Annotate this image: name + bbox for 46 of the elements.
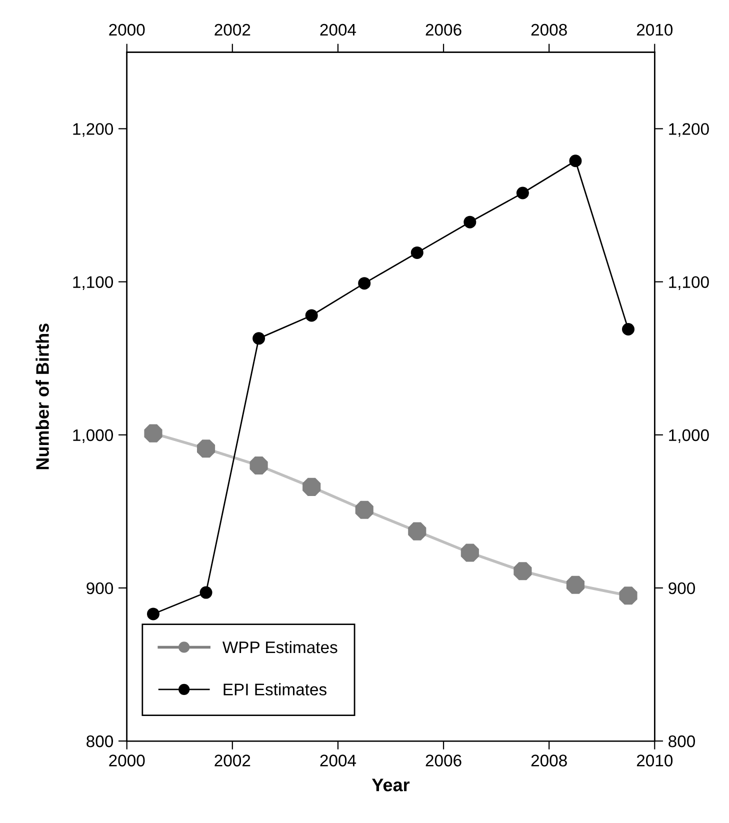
x2-tick-label: 2002 <box>214 24 250 36</box>
x2-tick-label: 2010 <box>636 24 673 36</box>
x2-tick-label: 2000 <box>109 24 145 36</box>
point <box>358 277 371 290</box>
y-tick-label: 900 <box>86 582 113 594</box>
y2-tick-label: 1,100 <box>669 276 709 290</box>
y-tick-label: 800 <box>86 735 113 748</box>
x-tick-label: 2006 <box>426 754 462 766</box>
y-axis-title: Number of Births <box>36 324 49 470</box>
legend-label: EPI Estimates <box>224 683 326 696</box>
x2-tick-label: 2008 <box>531 24 567 36</box>
y-tick-label: 1,100 <box>73 276 114 290</box>
point <box>200 586 212 599</box>
y2-tick-label: 1,200 <box>669 123 709 137</box>
x2-tick-label: 2006 <box>426 24 462 36</box>
y2-tick-label: 800 <box>668 735 695 748</box>
point <box>516 186 529 200</box>
point <box>464 216 476 228</box>
point <box>514 562 532 580</box>
point <box>196 440 216 458</box>
point <box>144 424 162 442</box>
x-tick-label: 2000 <box>109 754 145 766</box>
point <box>408 522 426 540</box>
point <box>569 154 582 168</box>
point <box>566 576 585 594</box>
point <box>305 309 318 322</box>
x-tick-label: 2008 <box>531 754 567 766</box>
point <box>410 246 424 259</box>
point <box>622 323 635 336</box>
x-tick-label: 2004 <box>320 754 356 766</box>
point <box>252 332 266 345</box>
point <box>146 608 160 620</box>
point <box>355 500 374 519</box>
legend-label: WPP Estimates <box>222 640 338 654</box>
y-tick-label: 1,200 <box>73 123 114 137</box>
x2-tick-label: 2004 <box>320 24 356 36</box>
x-tick-label: 2010 <box>636 754 673 766</box>
point <box>460 544 479 562</box>
y2-tick-label: 1,000 <box>669 429 709 444</box>
point <box>302 478 321 496</box>
y2-tick-label: 900 <box>668 582 695 594</box>
point <box>250 456 268 475</box>
x-tick-label: 2002 <box>214 754 250 766</box>
y-tick-label: 1,000 <box>73 429 114 444</box>
point <box>619 586 638 605</box>
x-axis-title: Year <box>372 778 410 792</box>
